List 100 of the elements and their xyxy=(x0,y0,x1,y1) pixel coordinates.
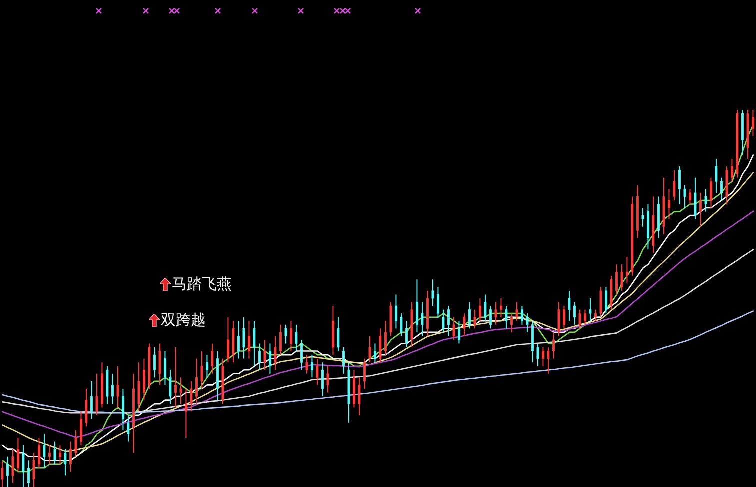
candlestick xyxy=(568,290,571,322)
candlestick xyxy=(258,343,261,371)
candlestick xyxy=(337,316,340,352)
candlestick xyxy=(6,456,9,487)
candlestick xyxy=(28,460,30,487)
candlestick xyxy=(190,380,193,412)
candlestick xyxy=(295,324,298,352)
candlestick xyxy=(196,358,198,405)
candlestick xyxy=(558,302,560,337)
candlestick xyxy=(364,358,366,390)
candlestick xyxy=(169,370,172,405)
candlestick xyxy=(458,320,460,344)
candlestick xyxy=(185,388,188,438)
candlestick xyxy=(437,286,440,318)
candlestick xyxy=(484,294,487,322)
candlestick xyxy=(174,347,177,408)
candlestick xyxy=(594,309,597,322)
candlestick xyxy=(578,309,582,330)
candlestick xyxy=(12,448,14,484)
candlestick xyxy=(416,279,418,333)
candlestick xyxy=(521,306,524,326)
candlestick xyxy=(306,354,308,374)
candlestick xyxy=(284,324,288,344)
candlestick xyxy=(227,316,230,364)
candlestick xyxy=(479,298,482,322)
candlestick xyxy=(442,309,445,333)
candlestick xyxy=(668,188,670,220)
candlestick xyxy=(684,184,686,209)
candlestick xyxy=(138,362,140,412)
candlestick xyxy=(694,177,697,220)
candlestick xyxy=(322,362,324,398)
candlestick xyxy=(300,339,303,371)
candlestick xyxy=(673,170,676,201)
candlestick xyxy=(154,347,156,378)
candlestick xyxy=(552,332,555,360)
candlestick xyxy=(616,264,618,296)
candlestick xyxy=(720,177,723,201)
candlestick xyxy=(384,320,387,356)
candlestick xyxy=(626,256,628,284)
candlestick xyxy=(731,158,734,182)
candlestick xyxy=(116,366,120,408)
candlestick xyxy=(500,298,502,318)
candlestick xyxy=(620,264,624,292)
candlestick xyxy=(379,328,382,364)
candlestick xyxy=(400,313,403,337)
candlestick xyxy=(274,336,277,371)
candlestick xyxy=(32,452,36,487)
candlestick xyxy=(536,343,540,367)
candlestick xyxy=(374,343,376,364)
candlestick xyxy=(505,306,508,330)
candlestick xyxy=(642,208,644,228)
candlestick xyxy=(253,320,256,367)
candlestick xyxy=(448,306,450,337)
candlestick xyxy=(38,437,40,469)
candlestick xyxy=(17,437,20,472)
candlestick xyxy=(463,313,466,337)
candlestick xyxy=(143,358,146,401)
candlestick xyxy=(206,354,208,378)
candlestick xyxy=(600,286,602,318)
candlestick xyxy=(90,380,93,420)
candlestick xyxy=(316,358,319,386)
candlestick xyxy=(547,347,550,374)
candlestick xyxy=(584,309,586,326)
candlestick xyxy=(122,388,124,431)
candlestick xyxy=(589,298,592,322)
candlestick xyxy=(85,388,88,428)
candlestick xyxy=(211,343,214,374)
candlestick xyxy=(342,347,345,374)
candlestick xyxy=(96,373,98,416)
annotation: 双跨越 xyxy=(161,311,206,329)
candlestick xyxy=(395,294,398,330)
annotation: 马踏飞燕 xyxy=(172,275,232,293)
candlestick xyxy=(70,441,72,472)
candlestick xyxy=(311,354,314,378)
candlestick xyxy=(516,302,518,322)
candlestick xyxy=(248,320,250,360)
candlestick xyxy=(715,158,718,194)
candlestick xyxy=(563,306,566,330)
candlestick xyxy=(242,316,246,360)
candlestick xyxy=(752,110,754,137)
candlestick xyxy=(494,302,498,326)
candlestick xyxy=(54,441,56,465)
candlestick xyxy=(710,177,712,209)
candlestick xyxy=(200,350,204,390)
candlestick xyxy=(700,192,702,228)
candlestick xyxy=(526,313,529,333)
candlestick xyxy=(490,306,492,330)
candlestick xyxy=(269,343,272,374)
candlestick xyxy=(432,279,434,307)
candlestick xyxy=(468,302,471,330)
candlestick xyxy=(542,347,544,367)
candlestick xyxy=(421,302,424,337)
candlestick xyxy=(510,313,513,333)
candlestick xyxy=(43,434,46,469)
candlestick xyxy=(180,377,182,405)
candlestick xyxy=(22,445,25,487)
candlestick xyxy=(574,302,576,326)
candlestick xyxy=(605,286,608,314)
candlestick xyxy=(127,414,130,442)
candlestick xyxy=(264,339,266,371)
